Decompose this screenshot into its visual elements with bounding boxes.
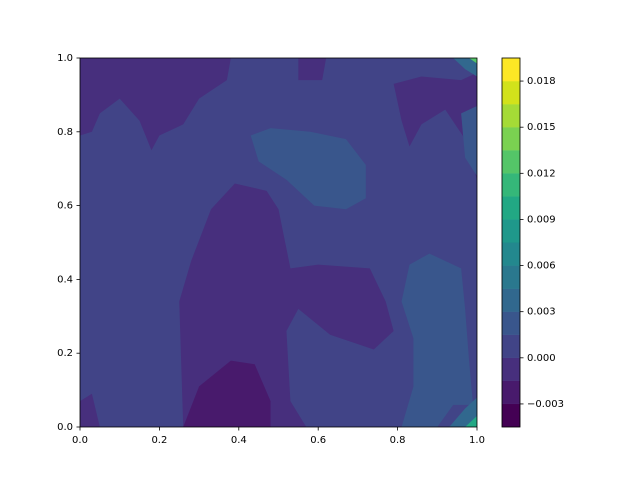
colorbar-band — [501, 311, 521, 335]
colorbar-band — [501, 57, 521, 82]
colorbar-band — [501, 219, 521, 243]
contour-region — [465, 415, 477, 427]
colorbar-band — [501, 150, 521, 174]
colorbar-band — [501, 265, 521, 289]
colorbar-tick-label: 0.006 — [527, 261, 556, 272]
y-tick-label: 0.6 — [57, 201, 73, 212]
colorbar-band — [501, 242, 521, 266]
contour-region — [80, 58, 231, 151]
x-tick-label: 0.2 — [151, 435, 167, 446]
colorbar-tick-label: 0.000 — [527, 353, 556, 364]
contour-region — [250, 128, 366, 210]
colorbar-band — [501, 127, 521, 151]
y-tick-label: 0.2 — [57, 348, 73, 359]
contour-region — [393, 72, 477, 180]
contour-region — [80, 393, 100, 427]
axes-frame — [79, 57, 478, 428]
x-tick-label: 0.0 — [72, 435, 88, 446]
colorbar-band — [501, 403, 521, 428]
contour-region — [401, 253, 474, 427]
colorbar-band — [501, 103, 521, 128]
colorbar-band — [501, 288, 521, 312]
colorbar-frame — [501, 57, 521, 428]
colorbar-band — [501, 196, 521, 220]
x-tick-label: 0.8 — [390, 435, 406, 446]
colorbar-band — [501, 80, 521, 105]
colorbar-tick-label: −0.003 — [527, 399, 564, 410]
colorbar-band — [501, 380, 521, 405]
y-tick-label: 0.8 — [57, 127, 73, 138]
colorbar-band — [501, 334, 521, 358]
contour-area — [80, 58, 477, 427]
contour-region — [449, 397, 477, 427]
y-tick-label: 0.0 — [57, 422, 73, 433]
colorbar-band — [501, 173, 521, 197]
colorbar-tick-label: 0.009 — [527, 214, 556, 225]
x-tick-label: 1.0 — [469, 435, 485, 446]
contour-region — [461, 105, 477, 177]
x-tick-label: 0.6 — [310, 435, 326, 446]
contour-region — [298, 58, 327, 81]
x-tick-label: 0.4 — [231, 435, 247, 446]
colorbar-band — [501, 357, 521, 382]
y-tick-label: 1.0 — [57, 53, 73, 64]
colorbar-tick-label: 0.012 — [527, 168, 556, 179]
colorbar-tick-label: 0.015 — [527, 122, 556, 133]
y-tick-label: 0.4 — [57, 274, 73, 285]
contour-region — [453, 58, 477, 77]
contour-region — [469, 58, 477, 64]
colorbar-tick-label: 0.003 — [527, 307, 556, 318]
contour-region — [183, 360, 271, 427]
colorbar-tick-label: 0.018 — [527, 76, 556, 87]
